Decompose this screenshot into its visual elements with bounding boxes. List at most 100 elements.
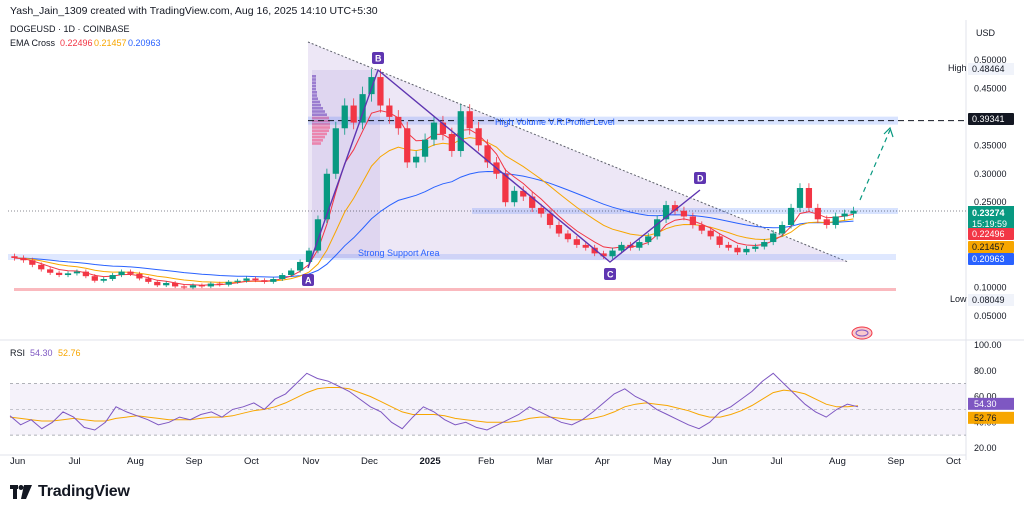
candle-body (64, 273, 72, 276)
candle-body (636, 242, 643, 248)
candles-layer (11, 69, 857, 290)
rsi-tick-label: 80.00 (974, 366, 997, 376)
time-label: 2025 (420, 456, 442, 467)
candle-body (582, 244, 589, 248)
time-label: May (654, 456, 672, 467)
time-label: Sep (186, 456, 203, 467)
candle-body (154, 281, 161, 286)
ema-value-fast: 0.22496 (60, 38, 93, 48)
candle-body (654, 219, 661, 237)
volume-profile-bar (312, 135, 325, 139)
candle-body (698, 224, 705, 231)
candle-body (752, 246, 759, 249)
tradingview-logo[interactable]: TradingView (10, 482, 130, 502)
volume-profile-bar (312, 113, 327, 116)
candle-body (323, 173, 331, 220)
candle-body (11, 256, 18, 258)
candle-body (662, 205, 670, 220)
pattern-point-bg (372, 52, 384, 64)
low-value: 0.08049 (972, 295, 1005, 305)
price-tick-label: 0.05000 (974, 311, 1007, 321)
candle-body (350, 105, 357, 123)
candle-body (145, 278, 152, 282)
candle-body (725, 244, 732, 248)
volume-profile-bar (312, 116, 329, 120)
abcd-pattern: A B C D (302, 52, 894, 286)
rsi-tick-label: 20.00 (974, 443, 997, 453)
time-label: Sep (888, 456, 905, 467)
candle-body (270, 279, 277, 282)
candle-body (288, 270, 295, 276)
volume-profile-bar (312, 139, 323, 142)
candle-body (511, 190, 518, 203)
candle-body (761, 242, 768, 247)
volume-profile-bar (312, 84, 316, 88)
candle-body (172, 283, 179, 287)
candle-body (707, 230, 714, 237)
replay-icon[interactable] (851, 326, 873, 340)
candle-body (225, 281, 232, 285)
current-price: 0.23274 (972, 208, 1005, 218)
candle-body (555, 224, 563, 234)
candle-body (716, 236, 723, 245)
pattern-point-label: D (697, 174, 704, 184)
volume-profile-bar (312, 97, 318, 100)
volume-profile-bar (312, 103, 321, 107)
abcd-path (307, 68, 701, 269)
rsi-badge-1: 54.30 (974, 399, 997, 409)
currency-label: USD (976, 28, 996, 38)
candle-body (546, 213, 554, 225)
candle-body (29, 260, 36, 265)
high-label: High (948, 63, 967, 73)
rsi-ma-line (9, 387, 859, 423)
symbol-label: DOGEUSD · 1D · COINBASE (10, 24, 130, 34)
time-label: Oct (946, 456, 961, 467)
candle-body (413, 156, 420, 163)
candle-body (421, 139, 429, 157)
candle-body (296, 261, 304, 271)
candle-body (573, 239, 580, 245)
price-tick-label: 0.10000 (974, 283, 1007, 293)
low-label: Low (950, 294, 967, 304)
candle-body (743, 248, 750, 253)
candle-body (279, 275, 286, 280)
time-label: Oct (244, 456, 259, 467)
candle-body (787, 207, 795, 225)
candle-body (680, 210, 688, 217)
current-price-bg (968, 206, 1014, 230)
candle-body (796, 188, 804, 208)
price-axis[interactable]: 0.500000.450000.400000.350000.300000.250… (974, 55, 1007, 321)
rsi-value-1: 54.30 (30, 348, 53, 358)
ema-badge-mid-bg (968, 241, 1014, 253)
candle-body (91, 276, 98, 281)
volume-profile-bar (312, 142, 321, 145)
candle-body (20, 257, 27, 261)
ema-slow-line (14, 170, 854, 278)
candle-body (609, 250, 616, 257)
time-axis[interactable]: Jun Jul Aug Sep Oct Nov Dec 2025 Feb Mar Apr May Jun… (0, 454, 966, 467)
rsi-badge-2-bg (968, 411, 1014, 424)
candle-body (645, 236, 652, 243)
countdown: 15:19:59 (972, 219, 1007, 229)
price-tick-label: 0.50000 (974, 55, 1007, 65)
triangle-resistance (307, 41, 849, 263)
candle-body (109, 275, 116, 280)
candle-body (841, 213, 848, 217)
candle-body (252, 278, 259, 281)
candle-body (359, 94, 366, 123)
rsi-line (9, 372, 859, 431)
rsi-tick-label: 100.00 (974, 340, 1002, 350)
candle-body (163, 283, 170, 286)
candle-body (368, 77, 375, 95)
candle-body (73, 271, 81, 274)
credit-text: Yash_Jain_1309 created with TradingView.… (10, 5, 378, 17)
candle-body (377, 77, 384, 106)
candle-body (100, 279, 107, 281)
time-label: Jul (771, 456, 783, 467)
candle-body (234, 280, 241, 282)
candle-body (529, 196, 536, 208)
candle-body (564, 233, 572, 240)
candle-body (216, 283, 223, 285)
candle-body (314, 219, 322, 251)
